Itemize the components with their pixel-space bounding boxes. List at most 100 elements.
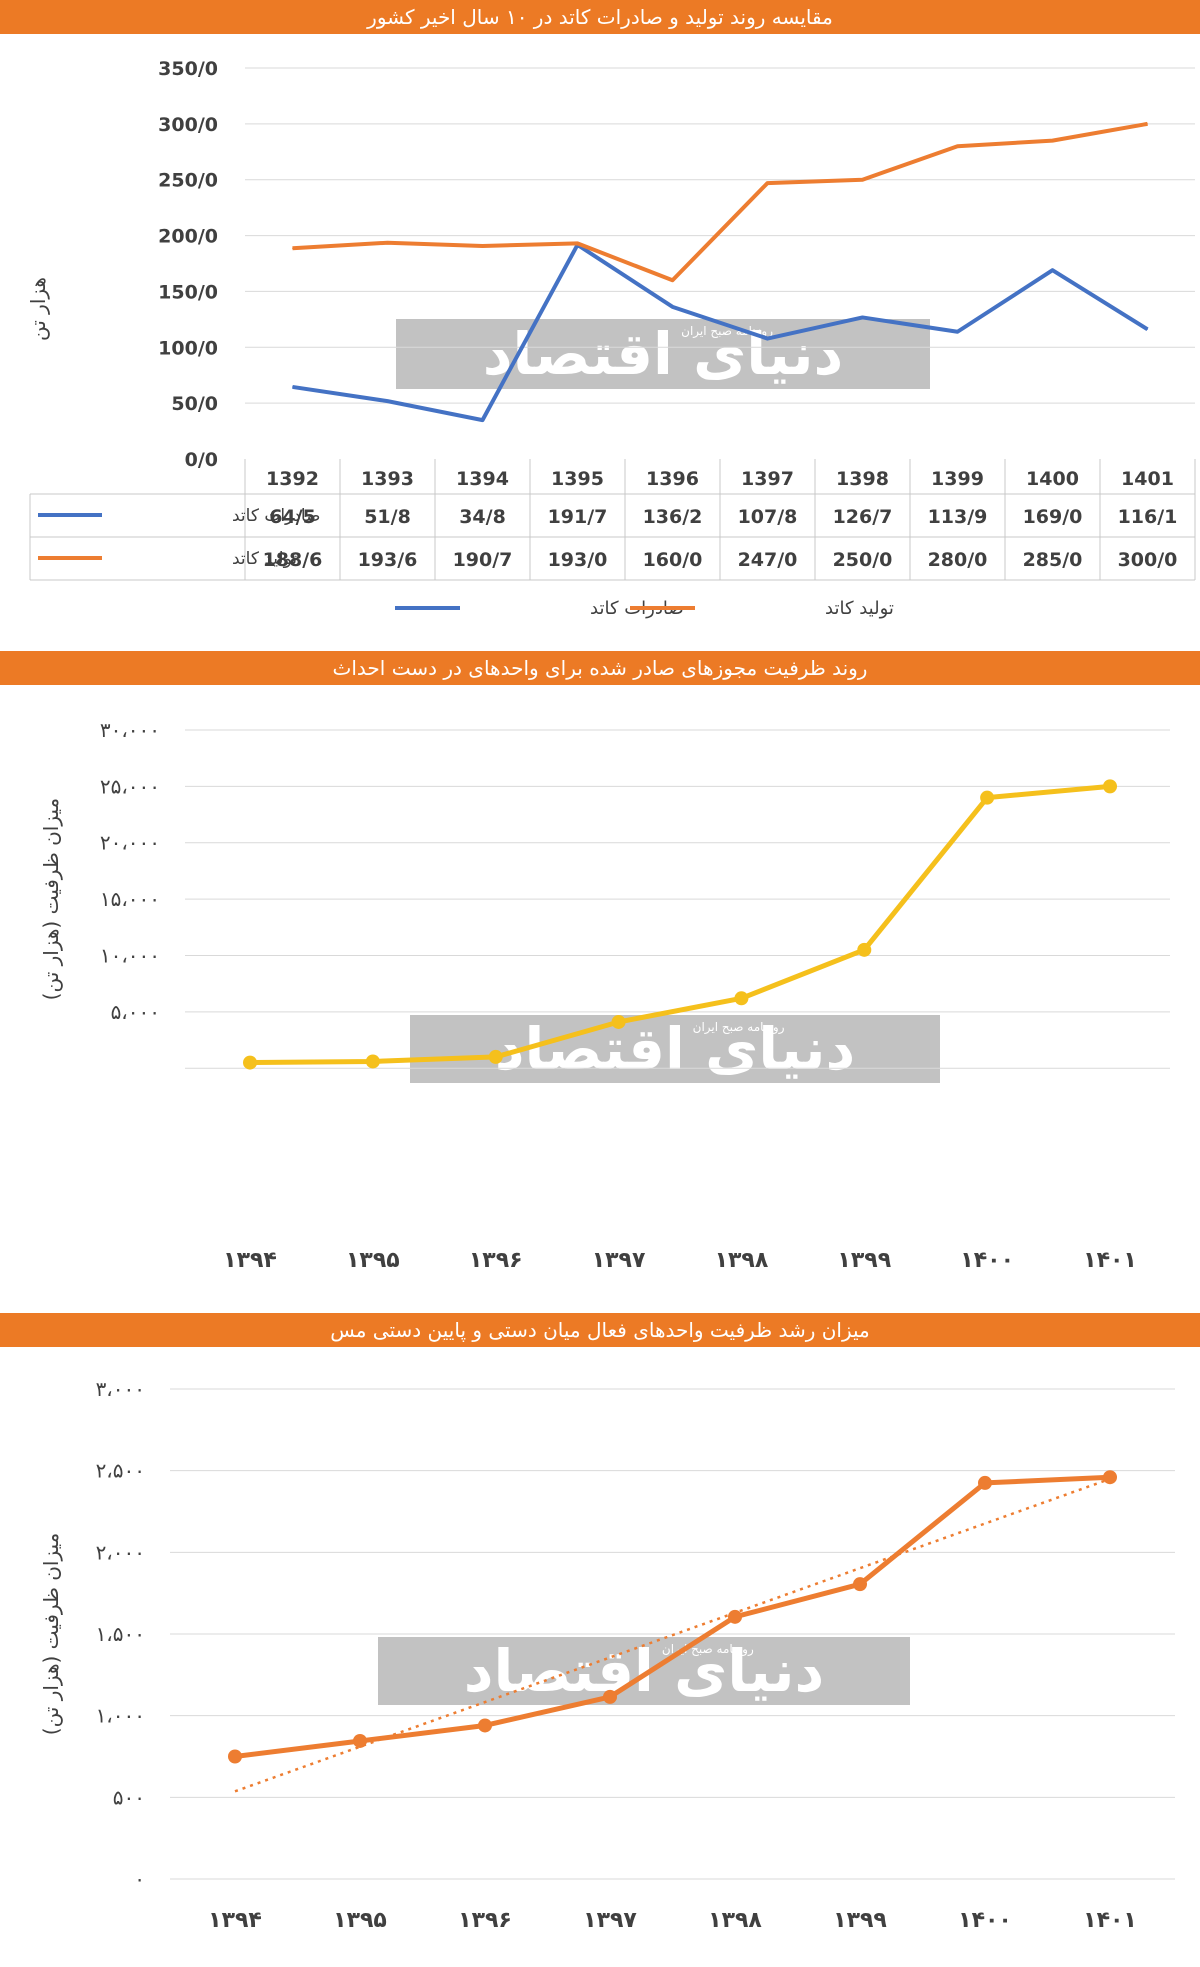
chart1-data-point	[957, 145, 958, 147]
chart2-series-line	[249, 783, 1111, 1066]
chart1-y-tick-label: 150/0	[158, 281, 218, 303]
chart3-y-tick-label: ۰	[134, 1867, 145, 1891]
chart2-data-point	[857, 942, 872, 957]
chart2-x-tick-label: ۱۴۰۰	[960, 1248, 1014, 1273]
chart1-data-label: 247/0	[738, 549, 798, 571]
chart2-data-point	[243, 1055, 257, 1070]
chart1-watermark-band	[396, 319, 930, 389]
chart3-y-tick-label: ۲،۵۰۰	[96, 1459, 145, 1483]
chart1-data-point	[577, 242, 578, 244]
chart1-table-series-name: صادرات کاتد	[232, 506, 320, 526]
chart1-x-tick-label: 1393	[361, 468, 414, 490]
chart2-data-point	[611, 1014, 626, 1029]
chart3-y-tick-label: ۱،۵۰۰	[96, 1622, 145, 1646]
chart3-data-point	[728, 1609, 742, 1624]
chart1-data-label: 285/0	[1023, 549, 1083, 571]
chart1-data-point	[672, 279, 673, 281]
chart1-x-tick-label: 1392	[266, 468, 319, 490]
chart2-x-tick-label: ۱۳۹۸	[715, 1248, 769, 1273]
chart2-x-tick-label: ۱۳۹۴	[223, 1248, 277, 1273]
chart1-data-label: 193/0	[548, 549, 608, 571]
chart3-data-point	[478, 1718, 492, 1733]
chart1-y-axis-label: هزار تن	[26, 277, 50, 341]
chart1-x-tick-label: 1400	[1026, 468, 1079, 490]
chart1-y-tick-label: 250/0	[158, 170, 218, 192]
chart1-data-label: 188/6	[263, 549, 323, 571]
chart3-watermark-band	[378, 1637, 910, 1705]
chart3-watermark-sub: روزنامه صبح ایران	[662, 1642, 754, 1657]
chart3-data-point	[978, 1475, 992, 1490]
chart2-watermark-brand: دنیای اقتصاد	[495, 1015, 856, 1083]
chart2-x-tick-label: ۱۳۹۵	[346, 1248, 400, 1273]
chart1-x-tick-label: 1396	[646, 468, 699, 490]
chart1-x-tick-label: 1394	[456, 468, 509, 490]
chart2-x-tick-label: ۱۳۹۹	[837, 1248, 891, 1273]
chart1-data-label: 191/7	[548, 506, 608, 528]
chart3-y-tick-label: ۲،۰۰۰	[96, 1540, 145, 1564]
chart1-data-point	[482, 245, 483, 247]
chart2-y-tick-label: ۲۰،۰۰۰	[100, 831, 160, 855]
chart1-y-tick-label: 300/0	[158, 114, 218, 136]
chart1-data-point	[672, 306, 673, 308]
chart1-legend-label: تولید کاتد	[825, 598, 894, 619]
chart1-y-tick-label: 100/0	[158, 337, 218, 359]
chart2-watermark-sub: روزنامه صبح ایران	[693, 1020, 785, 1035]
chart1-series-line	[292, 121, 1148, 283]
chart1-title: مقایسه روند تولید و صادرات کاتد در ۱۰ سا…	[367, 5, 833, 29]
chart2-data-point	[1103, 779, 1117, 794]
chart3-data-point	[603, 1689, 617, 1704]
chart3-x-tick-label: ۱۳۹۸	[708, 1908, 762, 1933]
chart1-data-point	[957, 331, 958, 333]
chart3-x-tick-label: ۱۳۹۹	[833, 1908, 887, 1933]
chart1-data-label: 193/6	[358, 549, 418, 571]
chart3-data-point	[1103, 1470, 1117, 1485]
chart1-banner: مقایسه روند تولید و صادرات کاتد در ۱۰ سا…	[0, 0, 1200, 34]
chart2-data-point	[980, 790, 995, 805]
chart3-panel: دنیای اقتصاد روزنامه صبح ایران ۰ ۵۰۰ ۱،۰۰۰ ۱،…	[0, 1347, 1200, 1963]
chart1-data-label: 34/8	[459, 506, 506, 528]
chart1-data-label: 113/9	[928, 506, 988, 528]
chart1-table-series-name: تولید کاتد	[232, 549, 297, 569]
chart2-watermark-band	[410, 1015, 940, 1083]
chart2-data-point	[488, 1049, 503, 1064]
chart3-banner: میزان رشد ظرفیت واحدهای فعال میان دستی و…	[0, 1313, 1200, 1347]
chart1-y-tick-label: 0/0	[185, 449, 218, 471]
chart1-data-point	[482, 419, 483, 421]
chart1-data-point	[387, 400, 388, 402]
chart1-data-label: 300/0	[1118, 549, 1178, 571]
chart1-y-tick-label: 50/0	[171, 393, 218, 415]
chart1-data-label: 169/0	[1023, 506, 1083, 528]
chart2-panel: دنیای اقتصاد روزنامه صبح ایران ۵،۰۰۰ ۱۰،۰۰۰…	[0, 685, 1200, 1305]
chart3-trendline	[234, 1477, 1111, 1793]
chart1-x-tick-label: 1398	[836, 468, 889, 490]
chart1-data-point	[1052, 269, 1053, 271]
chart1-x-tick-label: 1399	[931, 468, 984, 490]
chart2-y-tick-label: ۵،۰۰۰	[111, 1000, 160, 1024]
chart1-data-label: 64/5	[269, 506, 316, 528]
chart1-data-label: 136/2	[643, 506, 703, 528]
chart2-x-tick-label: ۱۳۹۷	[592, 1248, 646, 1273]
chart1-data-point	[862, 179, 863, 181]
chart1-data-label: 190/7	[453, 549, 513, 571]
chart1-data-label: 51/8	[364, 506, 411, 528]
chart1-y-tick-label: 350/0	[158, 58, 218, 80]
chart1-data-label: 116/1	[1118, 506, 1178, 528]
chart1-watermark-brand: دنیای اقتصاد	[483, 320, 844, 388]
chart1-data-point	[862, 316, 863, 318]
chart3-x-tick-label: ۱۳۹۴	[208, 1908, 262, 1933]
chart3-title: میزان رشد ظرفیت واحدهای فعال میان دستی و…	[330, 1318, 870, 1342]
chart3-x-tick-label: ۱۳۹۷	[583, 1908, 637, 1933]
chart1-x-tick-label: 1397	[741, 468, 794, 490]
chart2-title: روند ظرفیت مجوزهای صادر شده برای واحدهای…	[332, 656, 868, 680]
chart3-y-tick-label: ۱،۰۰۰	[96, 1704, 145, 1728]
chart2-x-tick-label: ۱۴۰۱	[1083, 1248, 1137, 1273]
chart2-data-point	[734, 991, 749, 1006]
chart2-y-tick-label: ۲۵،۰۰۰	[100, 774, 160, 798]
chart1-panel: دنیای اقتصاد روزنامه صبح ایران 0/0 50/0 100/…	[0, 34, 1200, 630]
chart3-y-tick-label: ۵۰۰	[113, 1785, 145, 1809]
chart1-data-point	[387, 242, 388, 244]
chart1-data-label: 126/7	[833, 506, 893, 528]
chart2-y-tick-label: ۱۵،۰۰۰	[100, 887, 160, 911]
